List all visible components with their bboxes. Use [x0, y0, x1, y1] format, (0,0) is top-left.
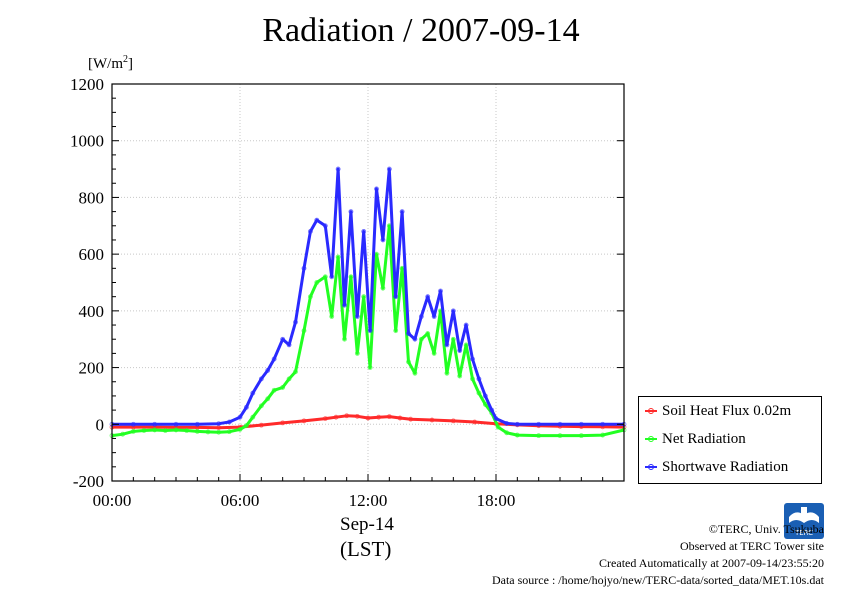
legend-swatch-shortwave-radiation [645, 464, 657, 470]
x-tick-label: 00:00 [93, 491, 132, 510]
legend-item-soil-heat-flux: Soil Heat Flux 0.02m [645, 401, 791, 421]
logo-text: TERC [794, 529, 813, 537]
y-tick-label: 200 [79, 359, 105, 378]
x-axis-date-label: Sep-14 [340, 514, 394, 535]
x-axis-timezone-label: (LST) [340, 537, 392, 561]
legend-label-shortwave-radiation: Shortwave Radiation [662, 458, 789, 475]
legend-item-net-radiation: Net Radiation [645, 429, 746, 449]
x-tick-label: 06:00 [221, 491, 260, 510]
series-line-shortwave-radiation [112, 167, 624, 426]
legend-item-shortwave-radiation: Shortwave Radiation [645, 457, 788, 477]
credit-data-source: Data source : /home/hojyo/new/TERC-data/… [491, 573, 824, 587]
legend-swatch-net-radiation [645, 436, 657, 442]
axis-ticks: -200 0 200 400 600 800 1000 1200 00:00 06:00 12:00… [70, 75, 624, 510]
y-tick-label: 1000 [70, 132, 104, 151]
series-line-net-radiation [111, 224, 625, 438]
terc-logo-icon: TERC [784, 503, 824, 539]
x-tick-label: 18:00 [477, 491, 516, 510]
y-axis-unit-label: [W/m2] [88, 54, 133, 72]
y-tick-label: -200 [73, 472, 104, 491]
chart-title: Radiation / 2007-09-14 [262, 12, 580, 49]
y-tick-label: 800 [79, 188, 105, 207]
y-tick-label: 1200 [70, 75, 104, 94]
y-tick-label: 0 [96, 415, 105, 434]
credit-copyright: ©TERC, Univ. Tsukuba [708, 522, 824, 536]
y-tick-label: 400 [79, 302, 105, 321]
series-layer [109, 166, 627, 439]
credit-observed: Observed at TERC Tower site [679, 539, 824, 553]
y-tick-label: 600 [79, 245, 105, 264]
series-line-soil-heat-flux-0-02m [112, 414, 625, 430]
credit-created: Created Automatically at 2007-09-14/23:5… [599, 556, 824, 570]
legend-label-soil-heat-flux: Soil Heat Flux 0.02m [662, 402, 792, 419]
x-tick-label: 12:00 [349, 491, 388, 510]
chart-legend: Soil Heat Flux 0.02m Net Radiation Short… [638, 396, 822, 484]
legend-swatch-soil-heat-flux [645, 408, 657, 414]
legend-label-net-radiation: Net Radiation [662, 430, 746, 447]
